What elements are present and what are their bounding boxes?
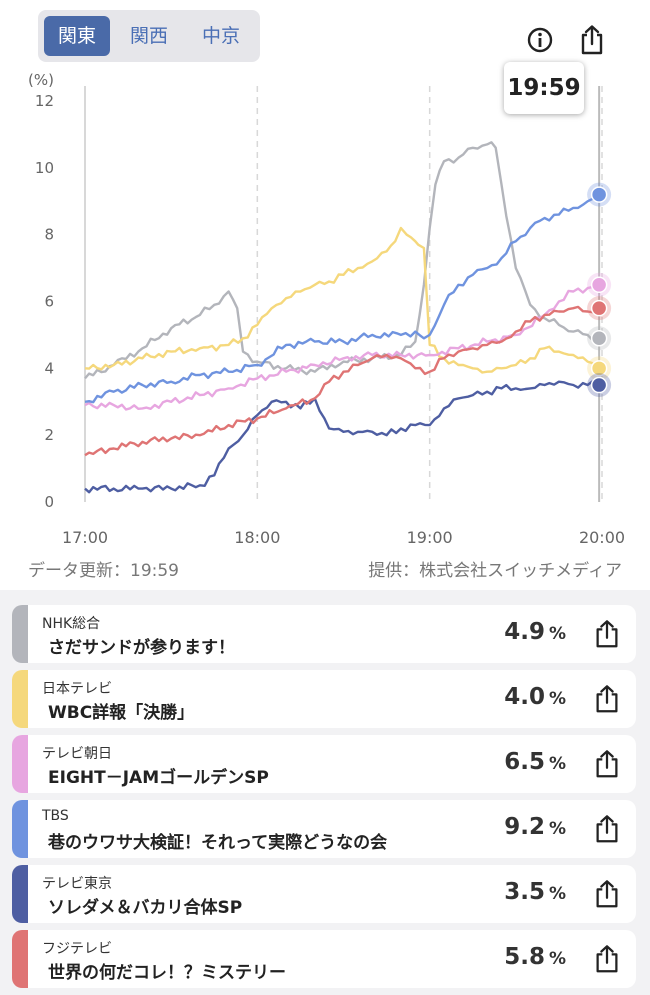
share-icon[interactable] bbox=[592, 944, 622, 974]
rating-value: 4.9% bbox=[504, 619, 566, 645]
channel-name: テレビ東京 bbox=[42, 876, 112, 892]
x-tick-label: 18:00 bbox=[234, 528, 280, 547]
program-title: WBC詳報「決勝」 bbox=[48, 703, 195, 723]
share-icon[interactable] bbox=[592, 814, 622, 844]
y-tick-label: 2 bbox=[44, 426, 54, 444]
channel-color-bar bbox=[12, 735, 28, 793]
channel-name: フジテレビ bbox=[42, 941, 112, 957]
info-icon[interactable] bbox=[524, 24, 556, 56]
rating-value: 5.8% bbox=[504, 944, 566, 970]
chart-panel: 関東 関西 中京 17:00 18:00 19:00 20:00 0 2 4 6 8 10 12 (%… bbox=[0, 0, 650, 590]
list-item[interactable]: テレビ東京 ソレダメ＆バカリ合体SP 3.5% bbox=[12, 865, 636, 923]
rating-value: 9.2% bbox=[504, 814, 566, 840]
share-icon[interactable] bbox=[576, 24, 608, 56]
channel-color-bar bbox=[12, 930, 28, 988]
x-tick-label: 20:00 bbox=[579, 528, 625, 547]
program-title: ソレダメ＆バカリ合体SP bbox=[48, 898, 243, 918]
list-item[interactable]: テレビ朝日 EIGHT－JAMゴールデンSP 6.5% bbox=[12, 735, 636, 793]
program-title: さだサンドが参ります！ bbox=[48, 638, 235, 658]
series-line-3 bbox=[84, 192, 603, 404]
endpoint-marker-4 bbox=[590, 376, 608, 394]
endpoint-marker-2 bbox=[590, 276, 608, 294]
series-line-2 bbox=[84, 283, 603, 411]
rating-value: 4.0% bbox=[504, 684, 566, 710]
series-line-5 bbox=[84, 305, 603, 457]
channel-color-bar bbox=[12, 800, 28, 858]
channel-name: テレビ朝日 bbox=[42, 746, 112, 762]
list-item[interactable]: NHK総合 さだサンドが参ります！ 4.9% bbox=[12, 605, 636, 663]
endpoint-marker-5 bbox=[590, 299, 608, 317]
x-tick-label: 19:00 bbox=[407, 528, 453, 547]
channel-color-bar bbox=[12, 865, 28, 923]
rating-value: 6.5% bbox=[504, 749, 566, 775]
series-line-1 bbox=[84, 226, 603, 374]
y-tick-label: 4 bbox=[44, 359, 54, 377]
y-tick-label: 12 bbox=[35, 92, 54, 110]
program-title: 巷のウワサ大検証！それって実際どうなの会 bbox=[48, 833, 388, 853]
list-item[interactable]: TBS 巷のウワサ大検証！それって実際どうなの会 9.2% bbox=[12, 800, 636, 858]
ratings-line-chart: 17:00 18:00 19:00 20:00 0 2 4 6 8 10 12 (%) bbox=[28, 71, 625, 547]
y-tick-label: 0 bbox=[44, 493, 54, 511]
share-icon[interactable] bbox=[592, 879, 622, 909]
program-title: 世界の何だコレ！？ミステリー bbox=[48, 963, 286, 983]
list-item[interactable]: フジテレビ 世界の何だコレ！？ミステリー 5.8% bbox=[12, 930, 636, 988]
x-tick-label: 17:00 bbox=[62, 528, 108, 547]
endpoint-marker-3 bbox=[590, 186, 608, 203]
tab-kanto[interactable]: 関東 bbox=[44, 16, 110, 56]
share-icon[interactable] bbox=[592, 749, 622, 779]
y-tick-label: 10 bbox=[35, 159, 54, 177]
rating-value: 3.5% bbox=[504, 879, 566, 905]
channel-name: TBS bbox=[42, 808, 69, 824]
region-tabs: 関東 関西 中京 bbox=[38, 10, 260, 62]
tab-kansai[interactable]: 関西 bbox=[129, 25, 168, 47]
endpoint-marker-1 bbox=[590, 360, 608, 377]
data-provider: 提供：株式会社スイッチメディア bbox=[368, 561, 622, 581]
y-tick-label: 8 bbox=[44, 226, 54, 244]
series-line-4 bbox=[84, 380, 603, 494]
y-tick-label: 6 bbox=[44, 293, 54, 311]
endpoint-marker-0 bbox=[590, 330, 608, 347]
share-icon[interactable] bbox=[592, 684, 622, 714]
series-line-0 bbox=[84, 141, 603, 380]
tab-chukyo[interactable]: 中京 bbox=[201, 25, 240, 47]
cursor-time-tooltip: 19:59 bbox=[504, 62, 584, 114]
update-time: データ更新：19:59 bbox=[28, 561, 179, 581]
channel-name: 日本テレビ bbox=[42, 681, 112, 697]
y-axis-label: (%) bbox=[28, 71, 54, 89]
channel-name: NHK総合 bbox=[42, 616, 101, 632]
list-item[interactable]: 日本テレビ WBC詳報「決勝」 4.0% bbox=[12, 670, 636, 728]
channel-color-bar bbox=[12, 670, 28, 728]
program-title: EIGHT－JAMゴールデンSP bbox=[48, 768, 269, 788]
share-icon[interactable] bbox=[592, 619, 622, 649]
ratings-list: NHK総合 さだサンドが参ります！ 4.9% 日本テレビ WBC詳報「決勝」 4… bbox=[12, 605, 636, 995]
channel-color-bar bbox=[12, 605, 28, 663]
